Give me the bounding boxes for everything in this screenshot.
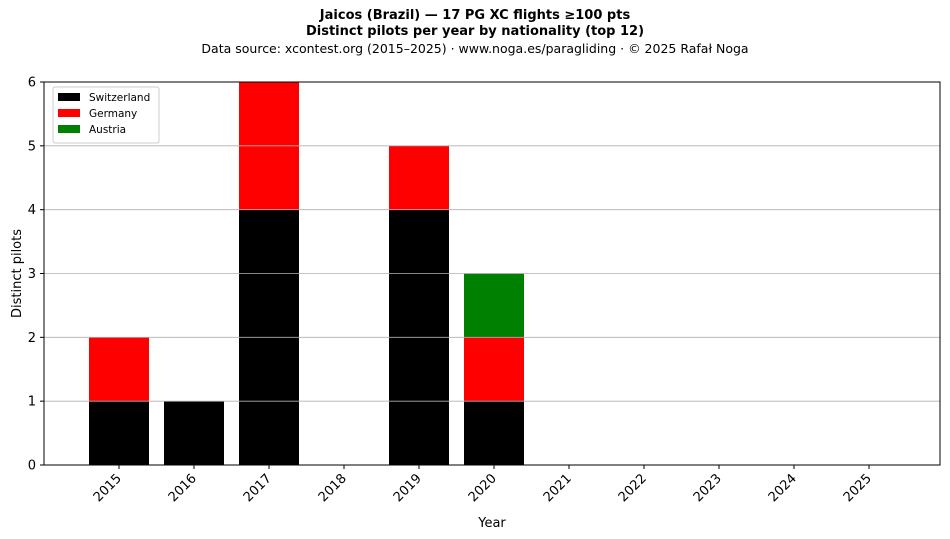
y-tick-label: 0 — [28, 459, 36, 474]
y-tick-label: 5 — [28, 139, 36, 154]
bar-switzerland-2020 — [464, 401, 524, 465]
bar-austria-2020 — [464, 273, 524, 338]
legend-label-austria: Austria — [89, 124, 126, 136]
x-tick-label: 2023 — [691, 471, 725, 505]
legend-label-switzerland: Switzerland — [89, 92, 150, 104]
legend-swatch-switzerland — [58, 93, 80, 101]
x-tick-label: 2025 — [841, 471, 875, 505]
x-axis-ticks: 2015 2016 2017 2018 2019 2020 2021 2022 2023 2024… — [91, 465, 875, 505]
legend: Switzerland Germany Austria — [52, 86, 160, 144]
x-tick-label: 2024 — [766, 471, 800, 505]
legend-swatch-germany — [58, 109, 80, 117]
x-tick-label: 2018 — [316, 471, 350, 505]
y-tick-label: 6 — [28, 76, 36, 91]
x-tick-label: 2015 — [91, 471, 125, 505]
x-axis-label: Year — [477, 516, 506, 531]
bar-switzerland-2015 — [89, 401, 149, 465]
chart-source: Data source: xcontest.org (2015–2025) · … — [201, 41, 749, 56]
bar-germany-2019 — [389, 145, 449, 210]
x-tick-label: 2019 — [391, 471, 425, 505]
y-tick-label: 4 — [28, 203, 36, 218]
y-axis-label: Distinct pilots — [10, 229, 25, 318]
bar-germany-2015 — [89, 337, 149, 402]
x-tick-label: 2020 — [466, 471, 500, 505]
legend-swatch-austria — [58, 125, 80, 133]
x-tick-label: 2022 — [616, 471, 650, 505]
y-tick-label: 2 — [28, 331, 36, 346]
y-tick-label: 3 — [28, 267, 36, 282]
bar-switzerland-2016 — [164, 401, 224, 465]
x-tick-label: 2017 — [241, 471, 275, 505]
y-tick-label: 1 — [28, 395, 36, 410]
y-axis-ticks: 0 1 2 3 4 5 6 — [28, 76, 44, 474]
grid-lines — [44, 145, 940, 402]
chart-titles: Jaicos (Brazil) — 17 PG XC flights ≥100 … — [0, 8, 950, 57]
x-tick-label: 2016 — [166, 471, 200, 505]
chart-title: Jaicos (Brazil) — 17 PG XC flights ≥100 … — [319, 8, 631, 23]
legend-label-germany: Germany — [89, 108, 137, 120]
x-tick-label: 2021 — [541, 471, 575, 505]
chart-subtitle: Distinct pilots per year by nationality … — [305, 24, 645, 39]
bar-germany-2020 — [464, 337, 524, 402]
